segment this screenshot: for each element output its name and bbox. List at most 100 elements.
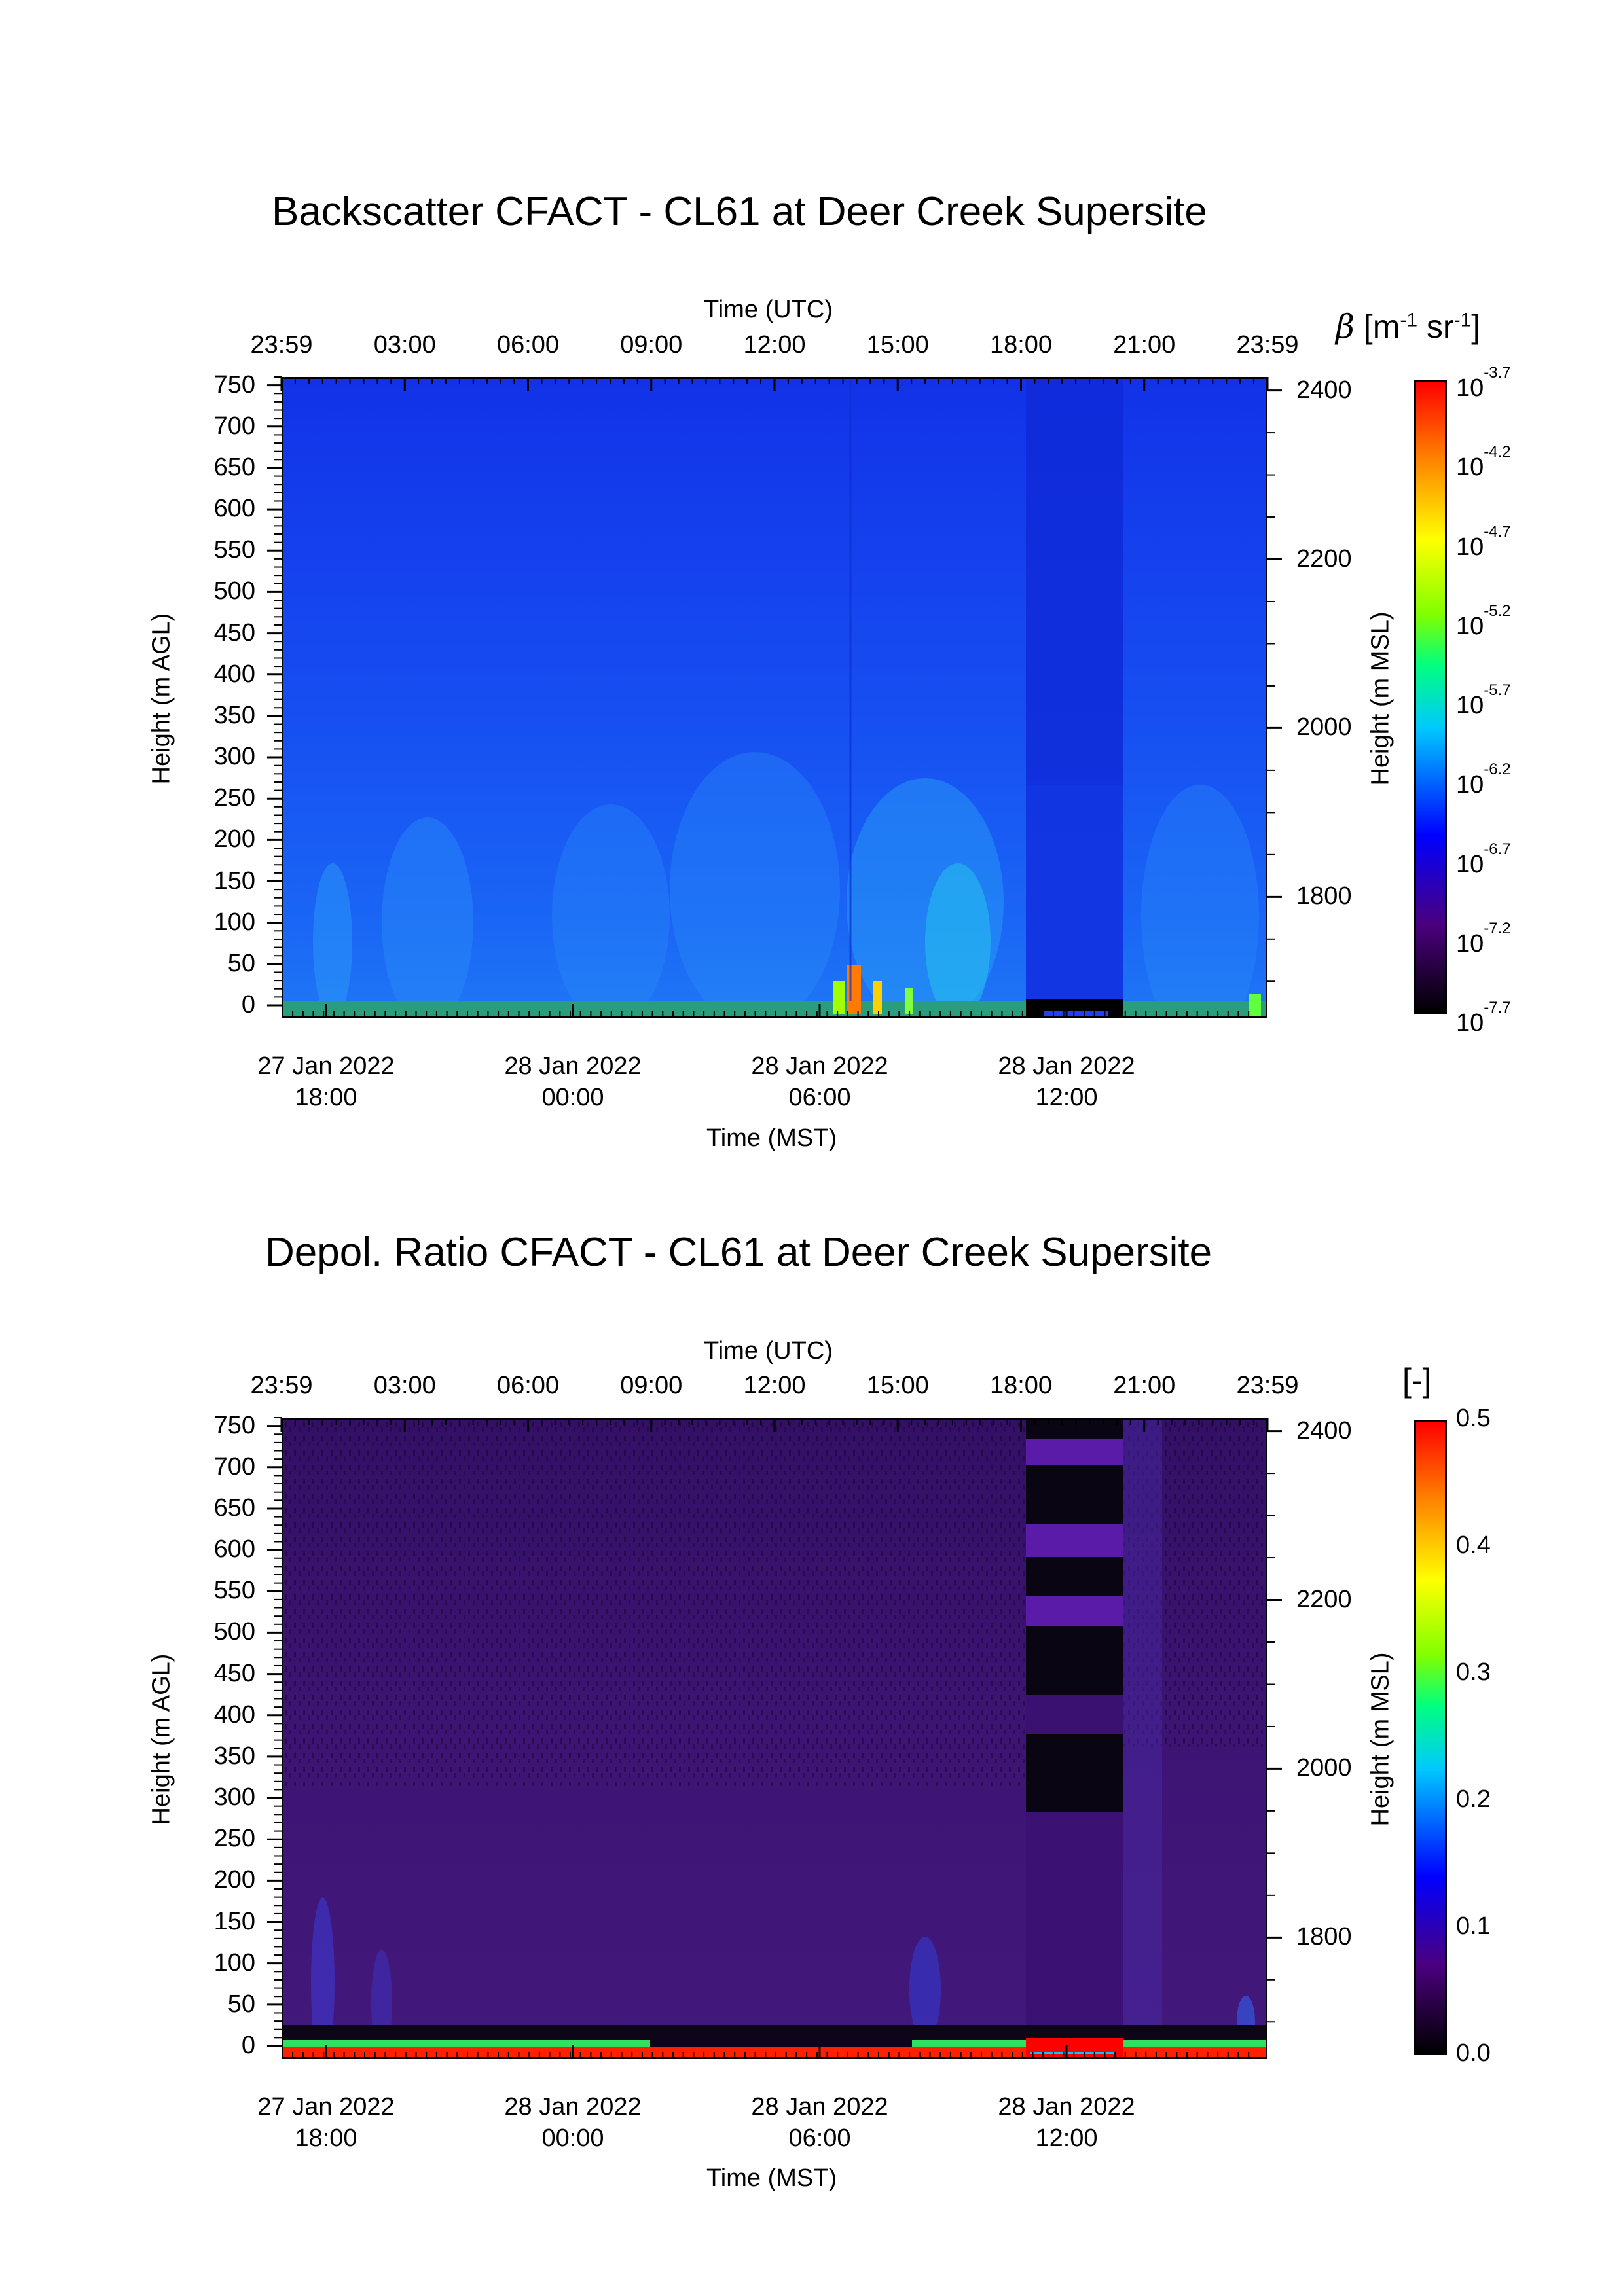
x-top-tick-label: 06:00 [496, 1372, 560, 1399]
y-left-tick-label: 450 [213, 619, 255, 647]
y-left-tick-label: 350 [213, 701, 255, 729]
y-left-tick-label: 200 [213, 825, 255, 853]
x-bottom-tick-time: 12:00 [1035, 2125, 1098, 2152]
x-top-tick-label: 09:00 [620, 1372, 683, 1399]
y-left-tick-label: 750 [213, 1411, 255, 1439]
y-right-tick-label: 2400 [1296, 376, 1352, 404]
y-left-tick-label: 450 [213, 1659, 255, 1687]
colorbar-tick-label: 10-5.2 [1456, 601, 1511, 640]
x-bottom-tick-date: 28 Jan 2022 [751, 1052, 888, 1080]
y-right-tick-label: 1800 [1296, 882, 1352, 910]
y-left-tick-label: 150 [213, 1907, 255, 1935]
x-bottom-tick-time: 18:00 [295, 2125, 357, 2152]
x-bottom-tick-date: 27 Jan 2022 [257, 2093, 395, 2121]
y-left-tick-label: 550 [213, 536, 255, 564]
x-bottom-tick-date: 28 Jan 2022 [998, 2093, 1135, 2121]
colorbar-tick-label: 10-3.7 [1456, 364, 1511, 402]
depol-field [283, 1420, 1266, 2057]
backscatter-field [283, 379, 1266, 1016]
y-left-tick-label: 700 [213, 412, 255, 440]
backscatter-heatmap [282, 377, 1267, 1018]
y-right-tick-label: 2200 [1296, 545, 1352, 573]
x-top-tick-label: 23:59 [250, 1372, 313, 1399]
colorbar-tick-label: 0.0 [1456, 2039, 1491, 2067]
y-left-tick-label: 100 [213, 908, 255, 936]
y-left-tick-label: 700 [213, 1452, 255, 1480]
y-left-tick-label: 550 [213, 1577, 255, 1605]
x-bottom-tick-time: 06:00 [788, 2125, 851, 2152]
x-top-axis-title: Time (UTC) [704, 1337, 833, 1365]
x-bottom-tick-date: 28 Jan 2022 [751, 2093, 888, 2121]
x-top-tick-label: 18:00 [989, 1372, 1053, 1399]
y-left-tick-label: 400 [213, 660, 255, 688]
x-top-tick-label: 15:00 [866, 331, 929, 359]
x-top-tick-label: 03:00 [373, 1372, 436, 1399]
x-bottom-axis-title: Time (MST) [706, 2164, 837, 2192]
x-top-tick-label: 23:59 [250, 331, 313, 359]
depol-heatmap [282, 1418, 1267, 2059]
y-left-tick-label: 150 [213, 867, 255, 895]
x-top-axis-title: Time (UTC) [704, 296, 833, 323]
y-left-tick-label: 350 [213, 1742, 255, 1770]
x-bottom-tick-time: 06:00 [788, 1084, 851, 1111]
colorbar-tick-label: 0.4 [1456, 1532, 1491, 1559]
y-left-tick-label: 750 [213, 370, 255, 399]
y-left-tick-label: 200 [213, 1866, 255, 1894]
x-top-tick-label: 03:00 [373, 331, 436, 359]
y-right-tick-label: 2400 [1296, 1416, 1352, 1444]
colorbar-tick-label: 10-6.2 [1456, 761, 1511, 799]
x-top-tick-label: 09:00 [620, 331, 683, 359]
y-right-axis-title: Height (m MSL) [1366, 1652, 1395, 1827]
y-left-tick-label: 0 [241, 991, 255, 1018]
y-left-tick-label: 50 [227, 1990, 255, 2018]
x-bottom-tick-date: 28 Jan 2022 [504, 1052, 642, 1080]
x-bottom-axis-title: Time (MST) [706, 1124, 837, 1152]
x-top-tick-label: 15:00 [866, 1372, 929, 1399]
colorbar-tick-label: 10-7.7 [1456, 999, 1511, 1037]
colorbar-tick-label: 10-7.2 [1456, 919, 1511, 958]
x-bottom-tick-date: 28 Jan 2022 [504, 2093, 642, 2121]
colorbar-label: β [m-1 sr-1] [1336, 308, 1481, 346]
y-left-tick-label: 250 [213, 784, 255, 812]
colorbar-tick-label: 0.2 [1456, 1785, 1491, 1813]
x-bottom-tick-time: 18:00 [295, 1084, 357, 1111]
x-top-tick-label: 21:00 [1113, 1372, 1176, 1399]
x-top-tick-label: 23:59 [1236, 331, 1299, 359]
colorbar-label: [-] [1402, 1362, 1432, 1399]
x-top-tick-label: 21:00 [1113, 331, 1176, 359]
colorbar-tick-label: 10-4.2 [1456, 443, 1511, 482]
x-top-tick-label: 18:00 [989, 331, 1053, 359]
y-right-tick-label: 1800 [1296, 1923, 1352, 1951]
y-left-tick-label: 250 [213, 1825, 255, 1853]
x-top-tick-label: 12:00 [743, 1372, 806, 1399]
colorbar-tick-label: 10-4.7 [1456, 522, 1511, 561]
colorbar-tick-label: 10-6.7 [1456, 840, 1511, 878]
y-right-tick-label: 2200 [1296, 1585, 1352, 1613]
y-left-tick-label: 500 [213, 577, 255, 605]
x-bottom-tick-date: 28 Jan 2022 [998, 1052, 1135, 1080]
chart-title: Depol. Ratio CFACT - CL61 at Deer Creek … [265, 1230, 1213, 1275]
y-left-tick-label: 600 [213, 1535, 255, 1564]
x-bottom-tick-time: 00:00 [541, 2125, 604, 2152]
y-left-tick-label: 650 [213, 453, 255, 481]
y-right-tick-label: 2000 [1296, 1754, 1352, 1782]
x-top-tick-label: 06:00 [496, 331, 560, 359]
colorbar-tick-label: 0.5 [1456, 1405, 1491, 1432]
y-left-tick-label: 100 [213, 1948, 255, 1977]
y-left-tick-label: 0 [241, 2032, 255, 2059]
x-bottom-tick-time: 12:00 [1035, 1084, 1098, 1111]
chart-title: Backscatter CFACT - CL61 at Deer Creek S… [272, 189, 1207, 234]
y-left-tick-label: 500 [213, 1618, 255, 1646]
y-left-axis-title: Height (m AGL) [147, 1653, 175, 1825]
y-left-tick-label: 300 [213, 743, 255, 771]
y-left-tick-label: 650 [213, 1494, 255, 1522]
x-top-tick-label: 12:00 [743, 331, 806, 359]
y-left-tick-label: 600 [213, 495, 255, 523]
x-bottom-tick-time: 00:00 [541, 1084, 604, 1111]
colorbar-tick-label: 0.1 [1456, 1912, 1491, 1940]
colorbar-tick-label: 10-5.7 [1456, 681, 1511, 719]
x-bottom-tick-date: 27 Jan 2022 [257, 1052, 395, 1080]
y-left-tick-label: 400 [213, 1700, 255, 1729]
colorbar-tick-label: 0.3 [1456, 1659, 1491, 1686]
